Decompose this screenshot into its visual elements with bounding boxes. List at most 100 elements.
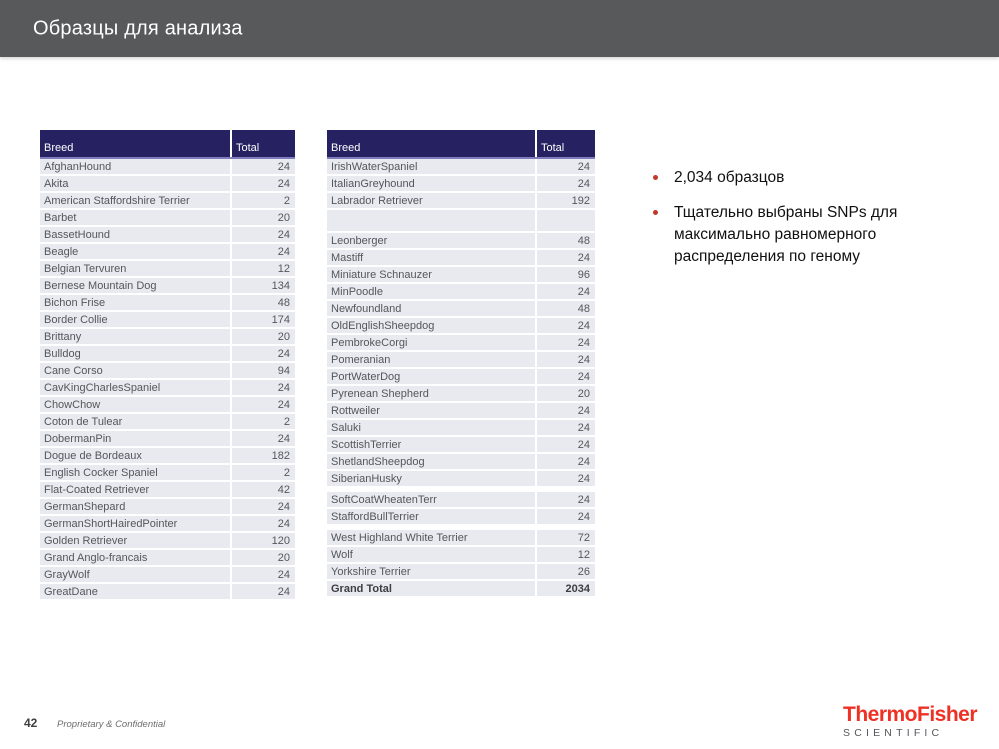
breed-cell: ShetlandSheepdog bbox=[327, 453, 537, 471]
total-cell: 94 bbox=[231, 362, 295, 380]
table-row: PembrokeCorgi 24 bbox=[327, 334, 595, 352]
breed-cell: SoftCoatWheatenTerr bbox=[327, 492, 537, 509]
table-row: English Cocker Spaniel 2 bbox=[40, 464, 295, 482]
table-row: IrishWaterSpaniel 24 bbox=[327, 158, 595, 176]
page-title: Образцы для анализа bbox=[33, 17, 243, 39]
total-cell: 24 bbox=[231, 243, 295, 261]
total-cell: 48 bbox=[536, 300, 595, 318]
breed-cell: Pomeranian bbox=[327, 351, 537, 369]
breed-cell: Beagle bbox=[40, 243, 232, 261]
table-row: West Highland White Terrier 72 bbox=[327, 530, 595, 547]
breed-cell: Barbet bbox=[40, 209, 232, 227]
table-row: ShetlandSheepdog 24 bbox=[327, 453, 595, 471]
breed-cell: Pyrenean Shepherd bbox=[327, 385, 537, 403]
breed-cell: PembrokeCorgi bbox=[327, 334, 537, 352]
bullet-list: 2,034 образцов Тщательно выбраны SNPs для… bbox=[649, 167, 979, 281]
total-cell: 2 bbox=[231, 464, 295, 482]
breed-cell: GermanShortHairedPointer bbox=[40, 515, 232, 533]
bullet-text: Тщательно выбраны SNPs для максимально р… bbox=[674, 204, 898, 265]
table-row: Belgian Tervuren 12 bbox=[40, 260, 295, 278]
total-cell: 2034 bbox=[536, 580, 595, 598]
column-header-breed: Breed bbox=[40, 130, 232, 159]
breed-cell: Cane Corso bbox=[40, 362, 232, 380]
table-row: Brittany 20 bbox=[40, 328, 295, 346]
bullet-dot-icon bbox=[653, 175, 658, 180]
grand-total-row: Grand Total 2034 bbox=[327, 580, 595, 598]
breed-cell: Flat-Coated Retriever bbox=[40, 481, 232, 499]
breed-cell: AfghanHound bbox=[40, 158, 232, 176]
table-row: GermanShortHairedPointer 24 bbox=[40, 515, 295, 533]
breed-cell: PortWaterDog bbox=[327, 368, 537, 386]
total-cell: 20 bbox=[536, 385, 595, 403]
breed-cell: Grand Anglo-francais bbox=[40, 549, 232, 567]
spacer-cell bbox=[327, 525, 595, 530]
breed-cell: Bichon Frise bbox=[40, 294, 232, 312]
table-row: ItalianGreyhound 24 bbox=[327, 175, 595, 193]
table-row: BassetHound 24 bbox=[40, 226, 295, 244]
breed-cell: Mastiff bbox=[327, 249, 537, 267]
total-cell: 20 bbox=[231, 549, 295, 567]
total-cell: 24 bbox=[231, 226, 295, 244]
total-cell bbox=[536, 209, 595, 233]
table-row: Bernese Mountain Dog 134 bbox=[40, 277, 295, 295]
total-cell: 174 bbox=[231, 311, 295, 329]
total-cell: 42 bbox=[231, 481, 295, 499]
breed-cell bbox=[327, 209, 537, 233]
column-header-total: Total bbox=[231, 130, 295, 159]
breed-cell: GrayWolf bbox=[40, 566, 232, 584]
total-cell: 24 bbox=[536, 492, 595, 509]
total-cell: 24 bbox=[536, 508, 595, 526]
bullet-text: 2,034 образцов bbox=[674, 169, 785, 186]
slide-title-bar: Образцы для анализа bbox=[0, 0, 999, 57]
total-cell: 24 bbox=[536, 351, 595, 369]
table-row: Coton de Tulear 2 bbox=[40, 413, 295, 431]
table-row: Bichon Frise 48 bbox=[40, 294, 295, 312]
breed-cell: Dogue de Bordeaux bbox=[40, 447, 232, 465]
bullet-dot-icon bbox=[653, 210, 658, 215]
table-row: OldEnglishSheepdog 24 bbox=[327, 317, 595, 335]
table-row: GreatDane 24 bbox=[40, 583, 295, 601]
table-header-row: Breed Total bbox=[40, 130, 295, 159]
table-row: DobermanPin 24 bbox=[40, 430, 295, 448]
spacer-row bbox=[327, 525, 595, 530]
breed-cell: Akita bbox=[40, 175, 232, 193]
table-row: Barbet 20 bbox=[40, 209, 295, 227]
bullet-item: 2,034 образцов bbox=[649, 167, 979, 189]
breed-cell: Belgian Tervuren bbox=[40, 260, 232, 278]
table-row: SiberianHusky 24 bbox=[327, 470, 595, 488]
table-row: Dogue de Bordeaux 182 bbox=[40, 447, 295, 465]
total-cell: 48 bbox=[536, 232, 595, 250]
breed-cell: Labrador Retriever bbox=[327, 192, 537, 210]
breed-cell: DobermanPin bbox=[40, 430, 232, 448]
total-cell: 20 bbox=[231, 328, 295, 346]
table-row: Golden Retriever 120 bbox=[40, 532, 295, 550]
breed-cell: CavKingCharlesSpaniel bbox=[40, 379, 232, 397]
total-cell: 120 bbox=[231, 532, 295, 550]
logo-subtitle: SCIENTIFIC bbox=[843, 727, 944, 739]
total-cell: 24 bbox=[231, 379, 295, 397]
breed-cell: GermanShepard bbox=[40, 498, 232, 516]
total-cell: 12 bbox=[231, 260, 295, 278]
table-row: Cane Corso 94 bbox=[40, 362, 295, 380]
breed-cell: StaffordBullTerrier bbox=[327, 508, 537, 526]
table-row: Yorkshire Terrier 26 bbox=[327, 563, 595, 581]
table-row: ScottishTerrier 24 bbox=[327, 436, 595, 454]
total-cell: 24 bbox=[536, 317, 595, 335]
breed-cell: Wolf bbox=[327, 546, 537, 564]
breed-cell: Brittany bbox=[40, 328, 232, 346]
table-row: Pyrenean Shepherd 20 bbox=[327, 385, 595, 403]
thermofisher-logo: ThermoFisher SCIENTIFIC bbox=[843, 704, 978, 739]
total-cell: 24 bbox=[231, 566, 295, 584]
table-row: Miniature Schnauzer 96 bbox=[327, 266, 595, 284]
breed-cell: OldEnglishSheepdog bbox=[327, 317, 537, 335]
total-cell: 12 bbox=[536, 546, 595, 564]
total-cell: 24 bbox=[536, 453, 595, 471]
table-row: Newfoundland 48 bbox=[327, 300, 595, 318]
breed-cell: Yorkshire Terrier bbox=[327, 563, 537, 581]
total-cell: 182 bbox=[231, 447, 295, 465]
breed-cell: West Highland White Terrier bbox=[327, 530, 537, 547]
table-row: Beagle 24 bbox=[40, 243, 295, 261]
table-row: GrayWolf 24 bbox=[40, 566, 295, 584]
table-row: Rottweiler 24 bbox=[327, 402, 595, 420]
table-row: StaffordBullTerrier 24 bbox=[327, 508, 595, 526]
